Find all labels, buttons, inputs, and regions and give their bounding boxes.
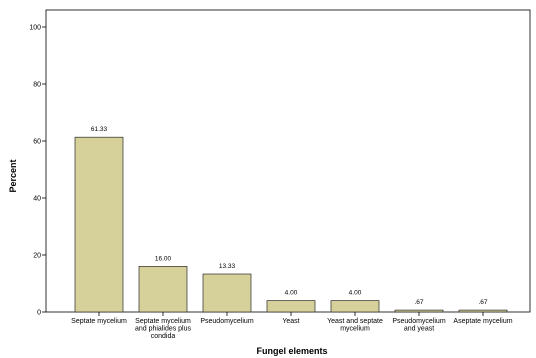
bar-data-label: 4.00: [349, 290, 362, 297]
x-tick-label-line: Aseptate mycelium: [453, 318, 512, 325]
bar-data-label: 61.33: [91, 126, 108, 133]
x-tick-label-line: Pseudomycelium: [392, 318, 445, 325]
bar-data-label: 4.00: [285, 290, 298, 297]
x-axis: Septate mycelium Septate mycelium and phia…: [71, 312, 513, 340]
bar-data-label: .67: [478, 299, 487, 306]
x-tick-label-line: mycelium: [340, 326, 370, 333]
x-tick-label: Pseudomycelium: [200, 318, 253, 325]
x-tick-label-line: condida: [151, 333, 176, 340]
bar: [138, 266, 188, 313]
x-axis-title: Fungel elements: [256, 346, 327, 356]
bar: [458, 309, 508, 313]
x-tick-label: Pseudomycelium and yeast: [392, 318, 445, 333]
bar-data-label: 13.33: [219, 263, 236, 270]
bar-data-label: 16.00: [155, 255, 172, 262]
x-tick-label-line: and phialides plus: [135, 326, 192, 333]
x-tick-label: Aseptate mycelium: [453, 318, 512, 325]
x-tick-label-line: and yeast: [404, 326, 434, 333]
x-tick-label-line: Pseudomycelium: [200, 318, 253, 325]
y-tick-label: 20: [33, 253, 41, 260]
x-tick-label: Septate mycelium: [71, 318, 127, 325]
x-tick-label-line: Yeast and septate: [327, 318, 383, 325]
y-tick-label: 0: [37, 310, 41, 317]
y-tick-label: 80: [33, 82, 41, 89]
y-tick-label: 100: [29, 25, 41, 32]
x-tick-label-line: Septate mycelium: [71, 318, 127, 325]
y-axis: 0 20 40 60 80 100: [29, 25, 46, 317]
bar-data-label: .67: [414, 299, 423, 306]
bar: [266, 300, 316, 313]
x-tick-label: Yeast and septate mycelium: [327, 318, 383, 333]
bar: [394, 309, 444, 313]
bar: [202, 273, 252, 313]
x-tick-label-line: Septate mycelium: [135, 318, 191, 325]
bar: [74, 136, 124, 313]
bars-group: 61.33 16.00 13.33 4.00 4.00 .67 .67: [74, 126, 508, 313]
x-tick-label: Yeast: [282, 318, 299, 325]
bar: [330, 300, 380, 313]
y-axis-title: Percent: [8, 159, 18, 192]
x-tick-label-line: Yeast: [282, 318, 299, 325]
y-tick-label: 40: [33, 196, 41, 203]
y-tick-label: 60: [33, 139, 41, 146]
x-tick-label: Septate mycelium and phialides plus condid…: [135, 318, 192, 340]
